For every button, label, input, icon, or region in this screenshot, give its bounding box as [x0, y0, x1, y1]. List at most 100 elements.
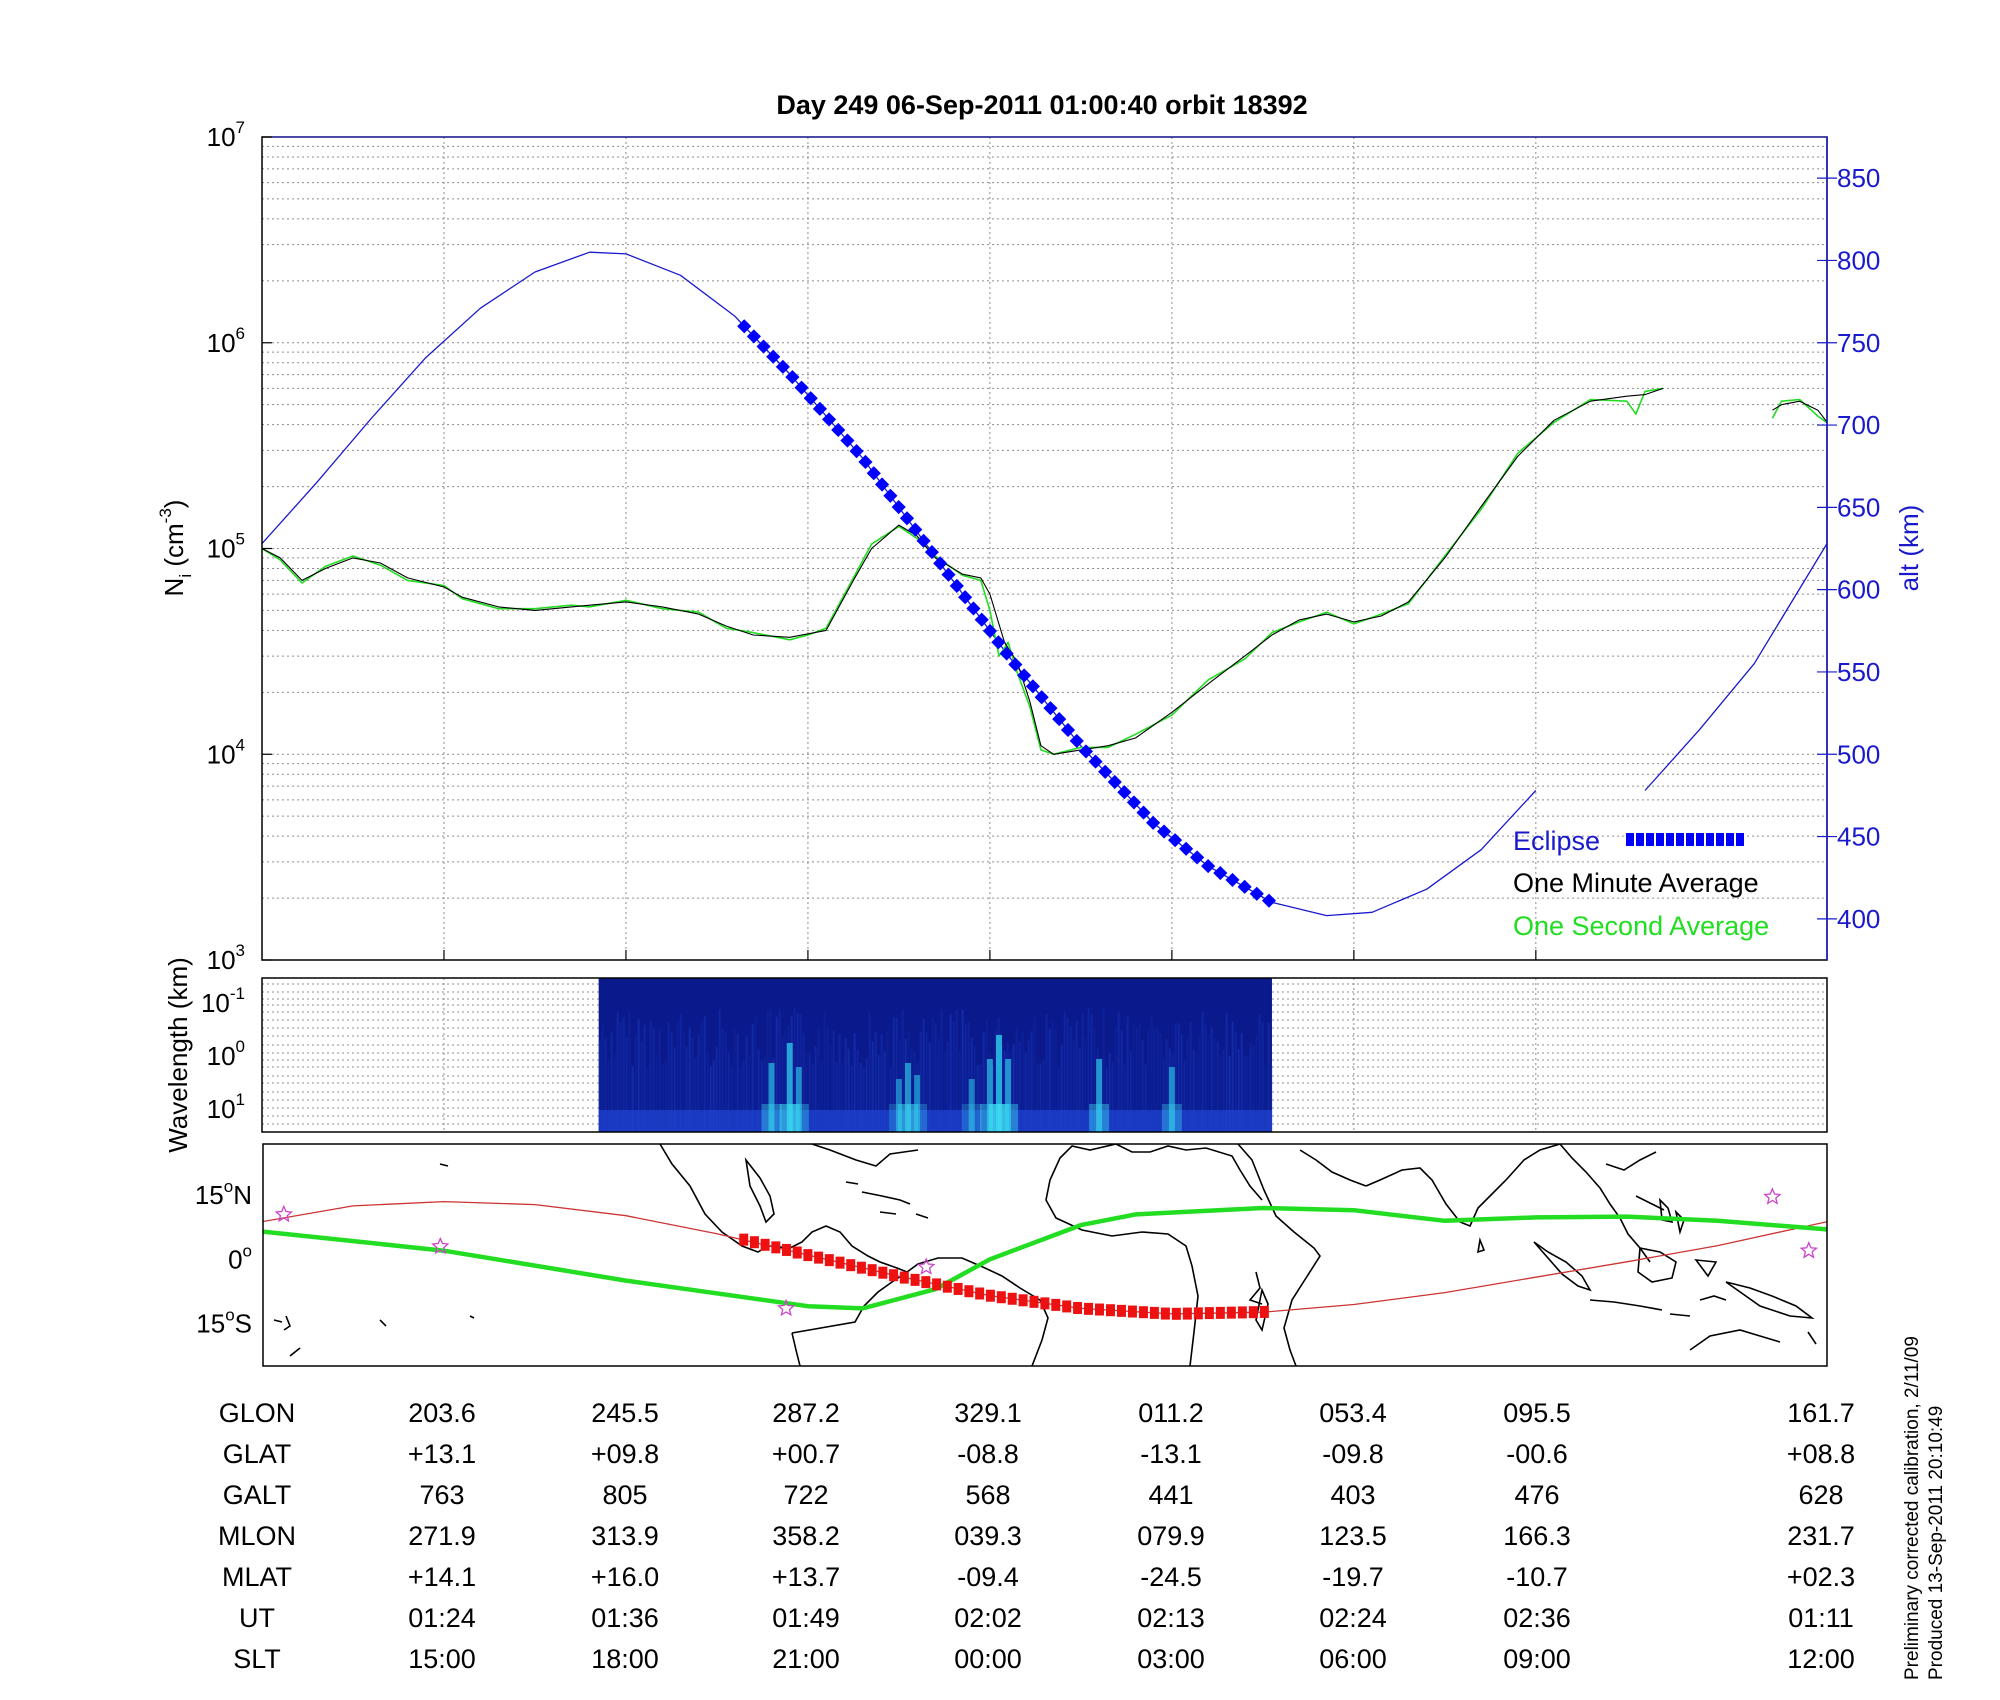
legend-eclipse-block [1666, 833, 1674, 846]
eclipse-marker [1249, 886, 1264, 901]
spectrogram-burst-base [1089, 1104, 1110, 1132]
eclipse-track-marker [1193, 1307, 1203, 1320]
spectrogram-noise [883, 1051, 886, 1132]
eclipse-marker [866, 466, 881, 481]
spectrogram-burst [768, 1063, 775, 1132]
spectrogram-noise [1129, 1050, 1132, 1132]
spectrogram-noise [1231, 1021, 1234, 1132]
altitude-y-tick-label: 600 [1837, 575, 1880, 605]
table-cell: 805 [602, 1480, 647, 1510]
spectrogram-noise [1132, 1022, 1135, 1132]
coast-sulawesi [1694, 1259, 1727, 1301]
spectrogram-noise [1144, 1064, 1147, 1132]
spectrogram-noise [751, 1023, 754, 1132]
eclipse-marker [1190, 850, 1205, 865]
table-cell: 02:24 [1319, 1603, 1387, 1633]
spectrogram-noise [1048, 1028, 1051, 1132]
table-cell: 245.5 [591, 1398, 659, 1428]
legend-eclipse-block [1626, 833, 1634, 846]
density-y-tick-base: 10 [207, 739, 236, 769]
spectrogram-noise [1156, 1027, 1159, 1132]
series-one-minute [1772, 400, 1827, 424]
spectrogram-noise [1153, 1027, 1156, 1132]
spectrogram-noise [1090, 1013, 1093, 1132]
spectrogram-noise [1264, 1066, 1267, 1132]
spectrogram-burst-base [761, 1104, 782, 1132]
spectrogram-noise [1195, 1051, 1198, 1132]
spectrogram-noise [694, 1058, 697, 1132]
coast-europe-middle-east [1115, 1144, 1367, 1201]
table-cell: -08.8 [957, 1439, 1019, 1469]
eclipse-track-marker [739, 1233, 749, 1246]
spectrogram-noise [967, 1021, 970, 1132]
eclipse-marker [974, 612, 989, 627]
density-y-label-sub: i [176, 574, 195, 578]
spectrogram-noise [781, 1037, 784, 1132]
spectrogram-y-tick-label: 10-1 [201, 984, 245, 1018]
spectrogram-noise [1135, 1027, 1138, 1132]
spectrogram-noise [1207, 1035, 1210, 1132]
coast-central-america [659, 1144, 908, 1273]
spectrogram-noise [982, 1032, 985, 1132]
spectrogram-noise [703, 1015, 706, 1132]
density-y-tick-label: 107 [207, 118, 245, 152]
eclipse-marker [775, 359, 790, 374]
spectrogram-noise [985, 1020, 988, 1132]
spectrogram-noise [1120, 1030, 1123, 1132]
spectrogram-noise [646, 1067, 649, 1132]
density-y-tick-exp: 6 [236, 324, 245, 343]
legend-one-second-label: One Second Average [1513, 911, 1769, 941]
eclipse-track-marker [771, 1241, 781, 1254]
table-cell: 203.6 [408, 1398, 476, 1428]
eclipse-track-marker [1215, 1306, 1225, 1319]
eclipse-track-marker [792, 1246, 802, 1259]
spectrogram-noise [784, 1029, 787, 1132]
density-y-label: Ni (cm-3) [156, 500, 195, 597]
eclipse-marker [1025, 679, 1040, 694]
coast-india [1365, 1144, 1561, 1228]
coast-borneo [1637, 1247, 1677, 1283]
spectrogram-y-tick-label: 100 [207, 1037, 245, 1071]
eclipse-track-marker [1051, 1298, 1061, 1311]
eclipse-marker [1168, 833, 1183, 848]
density-y-tick-exp: 5 [236, 530, 245, 549]
spectrogram-y-tick-base: 10 [207, 1041, 236, 1071]
altitude-y-tick-label: 850 [1837, 163, 1880, 193]
eclipse-marker [982, 623, 998, 639]
spectrogram-noise [607, 1060, 610, 1132]
spectrogram-noise [934, 1023, 937, 1132]
spectrogram-noise [1198, 1035, 1201, 1132]
spectrogram-noise [811, 1063, 814, 1132]
spectrogram-burst [1005, 1059, 1012, 1132]
spectrogram-noise [1222, 1050, 1225, 1132]
table-cell: 441 [1148, 1480, 1193, 1510]
spectrogram-burst [786, 1043, 793, 1132]
spectrogram-noise [625, 1037, 628, 1132]
spectrogram-noise [1063, 1011, 1066, 1132]
eclipse-track-marker [910, 1273, 920, 1286]
eclipse-track-marker [1073, 1301, 1083, 1314]
spectrogram-noise [1213, 1037, 1216, 1132]
table-cell: 079.9 [1137, 1521, 1205, 1551]
legend: Eclipse One Minute Average One Second Av… [1513, 826, 1769, 941]
map-series [263, 1187, 1827, 1320]
spectrogram-noise [1066, 1017, 1069, 1132]
spectrogram-noise [682, 1032, 685, 1132]
altitude-y-tick-label: 550 [1837, 657, 1880, 687]
coast-australia [1689, 1329, 1817, 1351]
eclipse-track-marker [1259, 1305, 1269, 1318]
spectrogram-noise [1177, 1023, 1180, 1132]
eclipse-track-marker [1095, 1303, 1105, 1316]
altitude-y-tick-label: 500 [1837, 739, 1880, 769]
eclipse-marker [756, 339, 771, 354]
table-cell: 02:13 [1137, 1603, 1205, 1633]
eclipse-marker [1088, 754, 1103, 769]
spectrogram-noise [1075, 1020, 1078, 1132]
density-y-label-unit-exp: -3 [156, 508, 175, 523]
spectrogram-noise [847, 1048, 850, 1132]
spectrogram-noise [1042, 1059, 1045, 1132]
spectrogram-noise [742, 1060, 745, 1132]
eclipse-track-marker [1018, 1294, 1028, 1307]
eclipse-marker [933, 556, 948, 571]
